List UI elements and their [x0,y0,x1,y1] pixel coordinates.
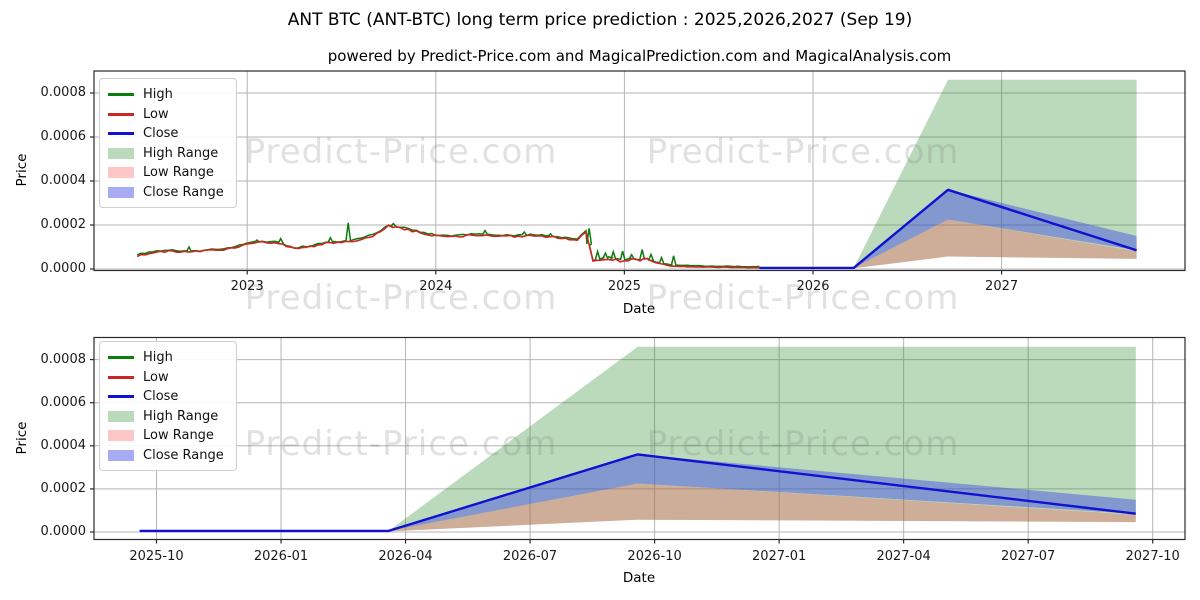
y-tick-label: 0.0008 [40,351,87,367]
y-tick-label: 0.0002 [40,480,87,496]
legend-item-low-range: Low Range [108,426,228,446]
x-tick-label: 2024 [419,279,453,294]
legend-swatch-icon [108,167,134,179]
legend-item-high-range: High Range [108,407,228,427]
y-tick-label: 0.0008 [40,85,87,100]
close-range-area [139,454,1136,531]
legend-swatch-icon [108,410,134,422]
y-tick-label: 0.0000 [40,524,87,539]
x-tick-label: 2026-07 [502,549,558,564]
close-line [139,453,1136,533]
x-tick-label: 2027-10 [1125,549,1180,564]
x-tick-label: 2027-04 [876,549,931,564]
y-tick-label: 0.0004 [40,437,87,453]
plot-frame [93,70,1186,272]
legend-item-low: Low [108,105,228,125]
x-tick-label: 2027-07 [1001,549,1056,564]
legend-swatch-icon [108,430,134,442]
legend: High Low Close High Range Low Range Close Ran… [99,78,237,208]
legend-item-close: Close [108,387,228,407]
legend-item-label: Close [143,126,179,142]
close-line [759,188,1137,270]
legend-item-close-range: Close Range [108,183,228,203]
x-tick-label: 2027-01 [751,549,807,564]
x-tick-label: 2026-10 [627,549,682,564]
plot-frame [93,336,1186,541]
legend: High Low Close High Range Low Range Close Ran… [99,341,237,471]
legend-swatch-icon [108,186,134,198]
legend-item-close: Close [108,124,228,144]
close-range-area [759,189,1137,268]
legend-item-label: High Range [143,408,219,424]
legend-item-label: High [143,87,173,103]
legend-item-high-range: High Range [108,144,228,164]
legend-swatch-icon [108,449,134,461]
legend-item-label: Close Range [143,447,224,463]
low-line [136,224,760,269]
y-tick-label: 0.0000 [40,261,87,276]
legend-swatch-icon [108,112,134,116]
legend-item-label: Low Range [143,428,214,444]
legend-item-label: High Range [143,145,219,161]
legend-item-high: High [108,348,228,368]
x-tick-label: 2026 [796,279,830,294]
x-axis-label-bottom: Date [622,570,656,586]
legend-item-label: High [143,350,173,366]
legend-swatch-icon [108,356,134,360]
legend-swatch-icon [108,132,134,136]
chart-subtitle: powered by Predict-Price.com and Magical… [327,47,952,65]
low-range-area [759,219,1137,269]
x-tick-label: 2027 [985,279,1019,294]
y-tick-label: 0.0004 [40,173,87,188]
legend-swatch-icon [108,147,134,159]
x-axis-label-top: Date [622,301,656,317]
legend-item-label: Low Range [143,165,214,181]
x-tick-label: 2025 [607,279,641,294]
x-tick-label: 2023 [230,279,264,294]
x-tick-label: 2026-01 [253,549,309,564]
x-tick-label: 2025-10 [129,549,184,564]
x-tick-label: 2026-04 [378,549,433,564]
legend-item-label: Low [143,106,169,122]
legend-item-low: Low [108,368,228,388]
y-tick-label: 0.0006 [40,129,87,144]
legend-swatch-icon [108,93,134,97]
y-tick-label: 0.0006 [40,394,87,410]
legend-item-close-range: Close Range [108,446,228,466]
legend-item-label: Low [143,369,169,385]
legend-swatch-icon [108,375,134,379]
legend-item-high: High [108,85,228,105]
legend-item-label: Close [143,389,179,405]
legend-item-label: Close Range [143,184,224,200]
y-tick-label: 0.0002 [40,217,87,232]
legend-item-low-range: Low Range [108,163,228,183]
legend-swatch-icon [108,395,134,399]
low-range-area [139,483,1136,532]
chart-title: ANT BTC (ANT-BTC) long term price predic… [287,10,913,30]
